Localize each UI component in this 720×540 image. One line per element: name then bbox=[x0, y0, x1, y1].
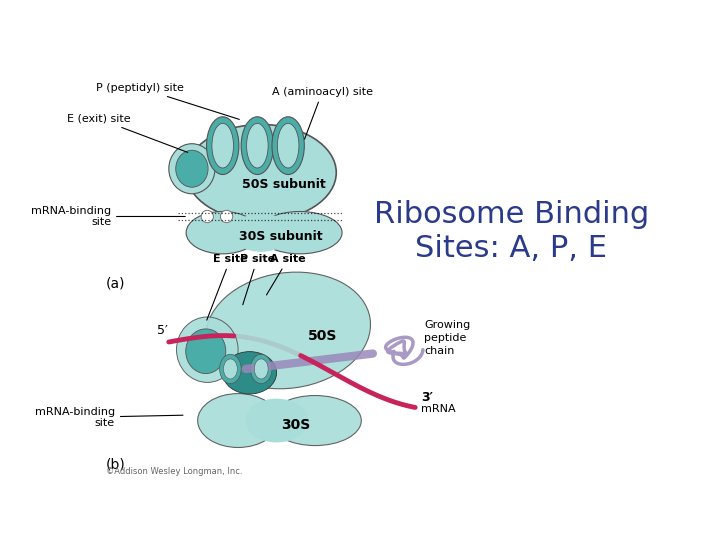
Text: 30S: 30S bbox=[282, 418, 310, 432]
Text: mRNA-binding
site: mRNA-binding site bbox=[31, 206, 185, 227]
Ellipse shape bbox=[251, 354, 272, 383]
Ellipse shape bbox=[220, 354, 241, 383]
Circle shape bbox=[220, 210, 233, 222]
Text: A site: A site bbox=[266, 254, 306, 295]
Text: 5′: 5′ bbox=[157, 324, 168, 337]
Ellipse shape bbox=[206, 272, 371, 389]
Ellipse shape bbox=[246, 123, 268, 168]
Ellipse shape bbox=[254, 359, 268, 379]
Text: mRNA-binding
site: mRNA-binding site bbox=[35, 407, 183, 428]
Text: Ribosome Binding: Ribosome Binding bbox=[374, 200, 649, 230]
Text: P (peptidyl) site: P (peptidyl) site bbox=[96, 83, 239, 119]
Text: 30S subunit: 30S subunit bbox=[238, 230, 323, 243]
Text: A (aminoacyl) site: A (aminoacyl) site bbox=[272, 87, 373, 139]
Text: 50S subunit: 50S subunit bbox=[243, 178, 326, 191]
Ellipse shape bbox=[272, 117, 305, 174]
Ellipse shape bbox=[233, 214, 290, 251]
Text: (a): (a) bbox=[106, 276, 125, 291]
Ellipse shape bbox=[207, 117, 239, 174]
Ellipse shape bbox=[246, 400, 307, 442]
Ellipse shape bbox=[222, 352, 276, 394]
Text: 3′: 3′ bbox=[421, 391, 433, 404]
Ellipse shape bbox=[168, 144, 215, 194]
Ellipse shape bbox=[212, 123, 233, 168]
Ellipse shape bbox=[186, 125, 336, 221]
Ellipse shape bbox=[241, 117, 274, 174]
Ellipse shape bbox=[257, 212, 342, 254]
Ellipse shape bbox=[186, 212, 259, 254]
Text: mRNA: mRNA bbox=[421, 404, 456, 414]
Ellipse shape bbox=[269, 395, 361, 445]
Text: Sites: A, P, E: Sites: A, P, E bbox=[415, 234, 608, 262]
Ellipse shape bbox=[176, 317, 238, 382]
Text: Growing
peptide
chain: Growing peptide chain bbox=[425, 320, 471, 356]
Text: P site: P site bbox=[240, 254, 275, 305]
Circle shape bbox=[201, 210, 213, 222]
Text: 50S: 50S bbox=[308, 329, 338, 343]
Text: E (exit) site: E (exit) site bbox=[67, 114, 188, 152]
Ellipse shape bbox=[186, 329, 226, 374]
Text: ©Addison Wesley Longman, Inc.: ©Addison Wesley Longman, Inc. bbox=[106, 467, 242, 476]
Ellipse shape bbox=[176, 150, 208, 187]
Text: (b): (b) bbox=[106, 457, 125, 471]
Ellipse shape bbox=[198, 394, 279, 448]
Ellipse shape bbox=[277, 123, 299, 168]
Text: E site: E site bbox=[207, 254, 248, 320]
Ellipse shape bbox=[223, 359, 238, 379]
